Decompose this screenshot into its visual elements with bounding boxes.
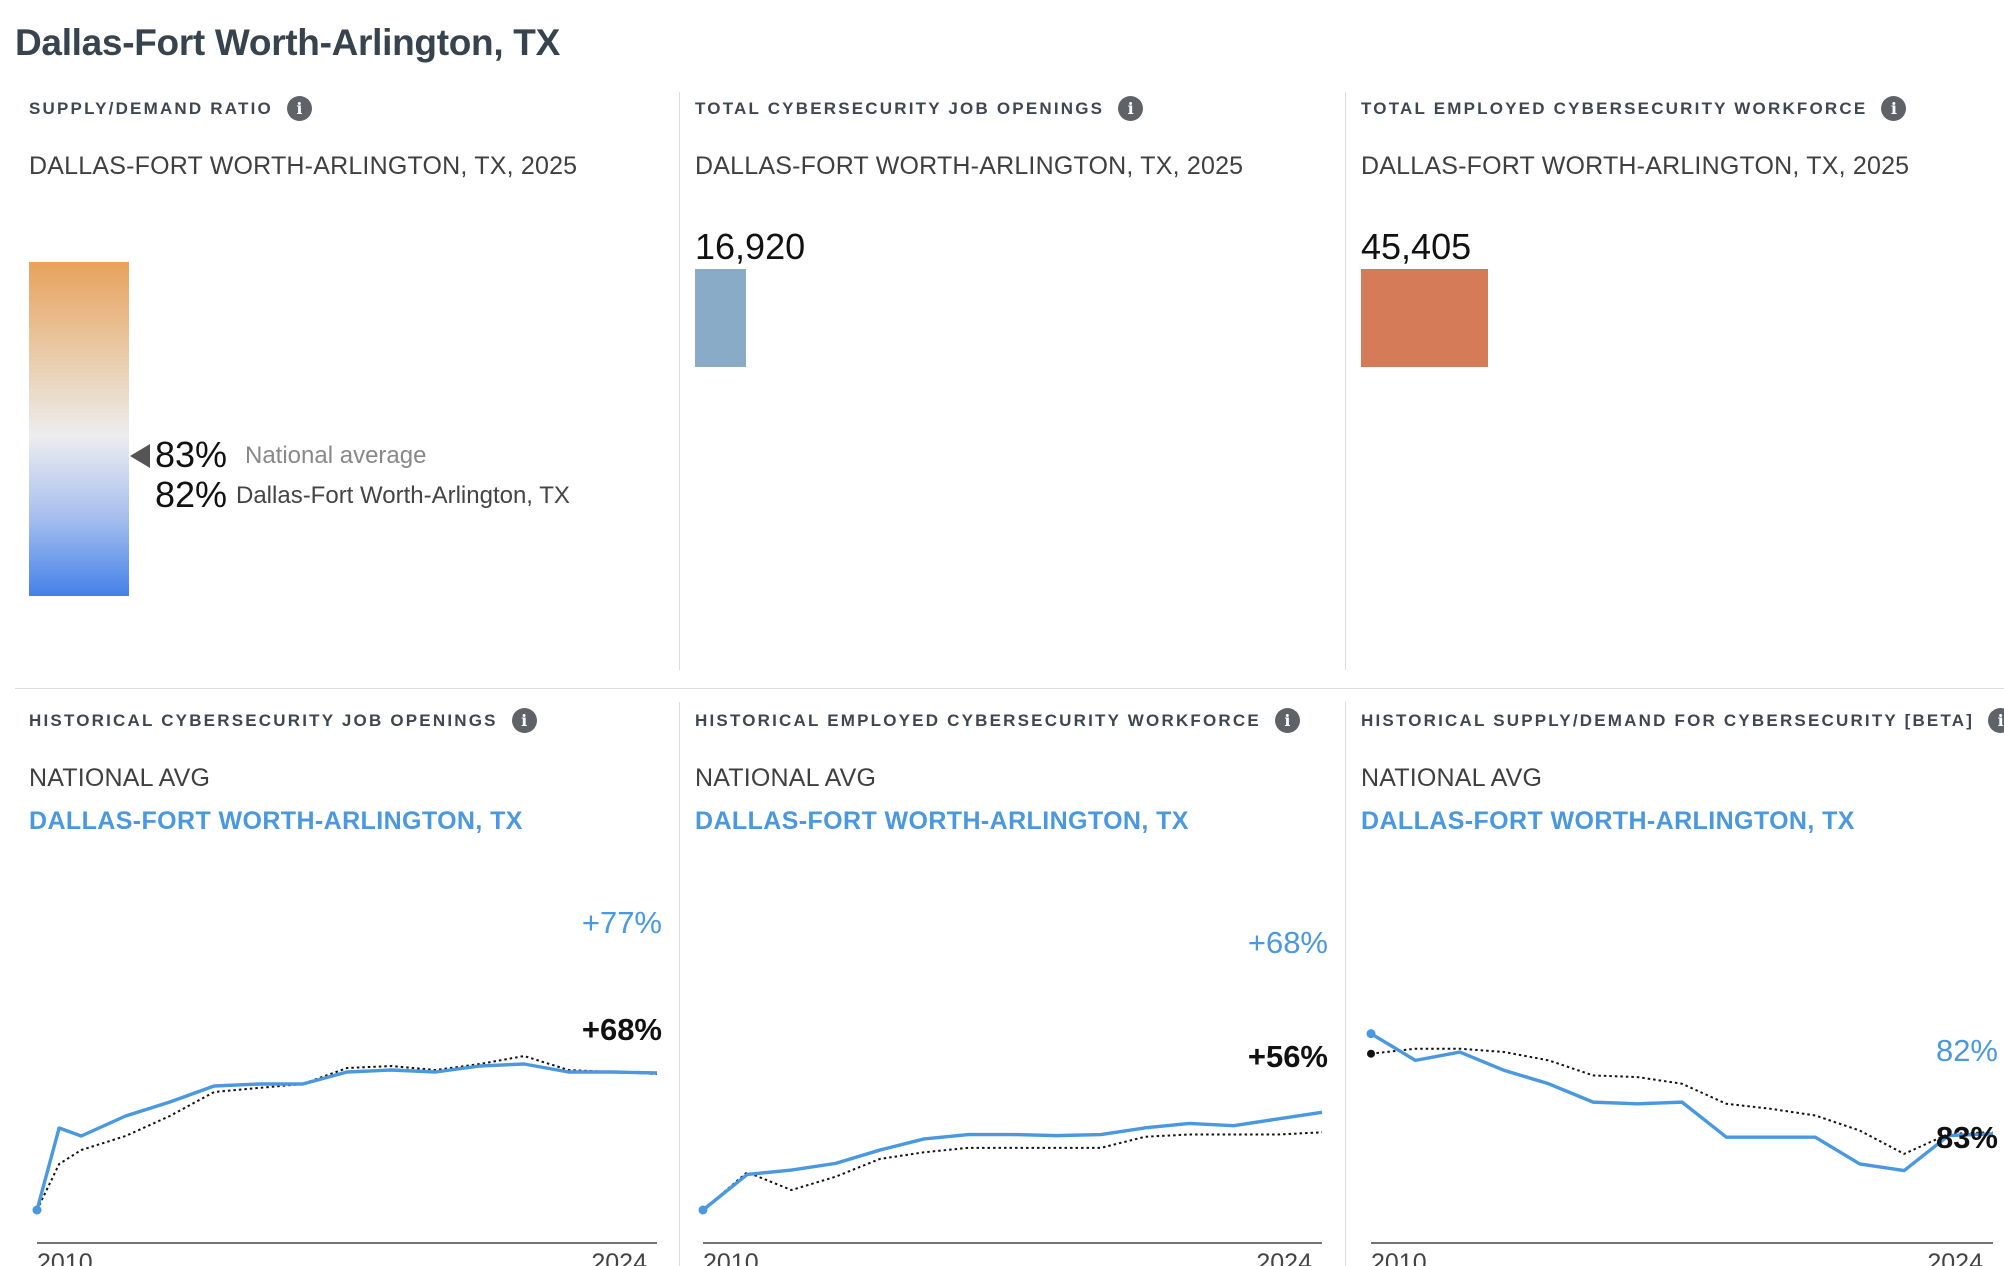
legend-region: DALLAS-FORT WORTH-ARLINGTON, TX <box>1361 807 1855 835</box>
x-tick-label: 2010 <box>1371 1249 1427 1266</box>
national-start-point <box>1367 1049 1375 1058</box>
historical-supply-demand-panel: HISTORICAL SUPPLY/DEMAND FOR CYBERSECURI… <box>1361 708 2004 1266</box>
legend-national: NATIONAL AVG <box>29 764 211 792</box>
region-end-label: +68% <box>1248 925 1328 960</box>
national-average-value: 83% <box>155 434 228 475</box>
historical-openings-chart: 2010 2024 +77% +68% <box>32 905 662 1266</box>
panel-header: HISTORICAL EMPLOYED CYBERSECURITY WORKFO… <box>695 708 1300 733</box>
column-divider <box>1345 92 1346 670</box>
panel-header: HISTORICAL SUPPLY/DEMAND FOR CYBERSECURI… <box>1361 708 2004 733</box>
info-icon[interactable]: i <box>1988 708 2004 733</box>
x-tick-label: 2024 <box>1927 1249 1983 1266</box>
historical-supply-demand-chart: 2010 2024 82% 83% <box>1366 1029 1998 1266</box>
workforce-value: 45,405 <box>1361 226 1472 267</box>
national-end-label: +68% <box>582 1012 662 1047</box>
panel-title: HISTORICAL CYBERSECURITY JOB OPENINGS <box>29 710 498 730</box>
region-line <box>701 1110 1323 1212</box>
supply-demand-ratio-panel: SUPPLY/DEMAND RATIO i DALLAS-FORT WORTH-… <box>29 96 669 676</box>
openings-bar <box>695 269 746 367</box>
legend-national: NATIONAL AVG <box>695 764 877 792</box>
total-job-openings-panel: TOTAL CYBERSECURITY JOB OPENINGS i DALLA… <box>695 96 1335 676</box>
info-icon[interactable]: i <box>1118 96 1144 121</box>
row-divider <box>15 688 2004 689</box>
info-icon[interactable]: i <box>1881 96 1907 121</box>
info-icon[interactable]: i <box>511 708 537 733</box>
panel-title: HISTORICAL SUPPLY/DEMAND FOR CYBERSECURI… <box>1361 710 1975 730</box>
column-divider <box>679 92 680 670</box>
x-tick-label: 2010 <box>703 1249 759 1266</box>
national-end-label: 83% <box>1936 1120 1998 1155</box>
national-average-label: National average <box>245 442 427 469</box>
panel-title: TOTAL CYBERSECURITY JOB OPENINGS <box>695 98 1105 118</box>
page-title: Dallas-Fort Worth-Arlington, TX <box>15 22 560 63</box>
region-start-point <box>1366 1029 1376 1039</box>
region-line <box>35 1062 658 1211</box>
legend-region: DALLAS-FORT WORTH-ARLINGTON, TX <box>29 807 523 835</box>
region-ratio-label: Dallas-Fort Worth-Arlington, TX <box>236 482 570 509</box>
region-end-label: +77% <box>582 905 662 940</box>
historical-workforce-chart: 2010 2024 +68% +56% <box>698 925 1328 1266</box>
panel-subtitle: DALLAS-FORT WORTH-ARLINGTON, TX, 2025 <box>695 152 1244 180</box>
national-avg-line <box>702 1131 1323 1211</box>
national-average-marker-icon <box>130 444 150 468</box>
panel-header: SUPPLY/DEMAND RATIO i <box>29 96 312 121</box>
region-line <box>1370 1032 1994 1173</box>
ratio-gradient-bar <box>29 262 129 596</box>
column-divider <box>1345 702 1346 1266</box>
region-start-point <box>698 1205 708 1215</box>
legend-national: NATIONAL AVG <box>1361 764 1543 792</box>
national-end-label: +56% <box>1248 1039 1328 1074</box>
panel-header: TOTAL EMPLOYED CYBERSECURITY WORKFORCE i <box>1361 96 1907 121</box>
panel-subtitle: DALLAS-FORT WORTH-ARLINGTON, TX, 2025 <box>1361 152 1910 180</box>
legend-region: DALLAS-FORT WORTH-ARLINGTON, TX <box>695 807 1189 835</box>
panel-header: TOTAL CYBERSECURITY JOB OPENINGS i <box>695 96 1144 121</box>
historical-workforce-panel: HISTORICAL EMPLOYED CYBERSECURITY WORKFO… <box>695 708 1335 1266</box>
panel-title: SUPPLY/DEMAND RATIO <box>29 98 273 118</box>
panel-subtitle: DALLAS-FORT WORTH-ARLINGTON, TX, 2025 <box>29 152 578 180</box>
openings-value: 16,920 <box>695 226 806 267</box>
info-icon[interactable]: i <box>1274 708 1300 733</box>
info-icon[interactable]: i <box>286 96 312 121</box>
x-tick-label: 2010 <box>37 1249 93 1266</box>
total-workforce-panel: TOTAL EMPLOYED CYBERSECURITY WORKFORCE i… <box>1361 96 2001 676</box>
historical-job-openings-panel: HISTORICAL CYBERSECURITY JOB OPENINGS i … <box>29 708 669 1266</box>
region-end-label: 82% <box>1936 1033 1998 1068</box>
region-start-point <box>32 1205 42 1215</box>
workforce-bar <box>1361 269 1488 367</box>
column-divider <box>679 702 680 1266</box>
national-avg-line <box>1370 1047 1994 1155</box>
x-tick-label: 2024 <box>591 1249 647 1266</box>
panel-title: HISTORICAL EMPLOYED CYBERSECURITY WORKFO… <box>695 710 1261 730</box>
panel-title: TOTAL EMPLOYED CYBERSECURITY WORKFORCE <box>1361 98 1868 118</box>
panel-header: HISTORICAL CYBERSECURITY JOB OPENINGS i <box>29 708 537 733</box>
national-avg-line <box>36 1055 658 1211</box>
x-tick-label: 2024 <box>1256 1249 1312 1266</box>
region-ratio-value: 82% <box>155 474 228 515</box>
